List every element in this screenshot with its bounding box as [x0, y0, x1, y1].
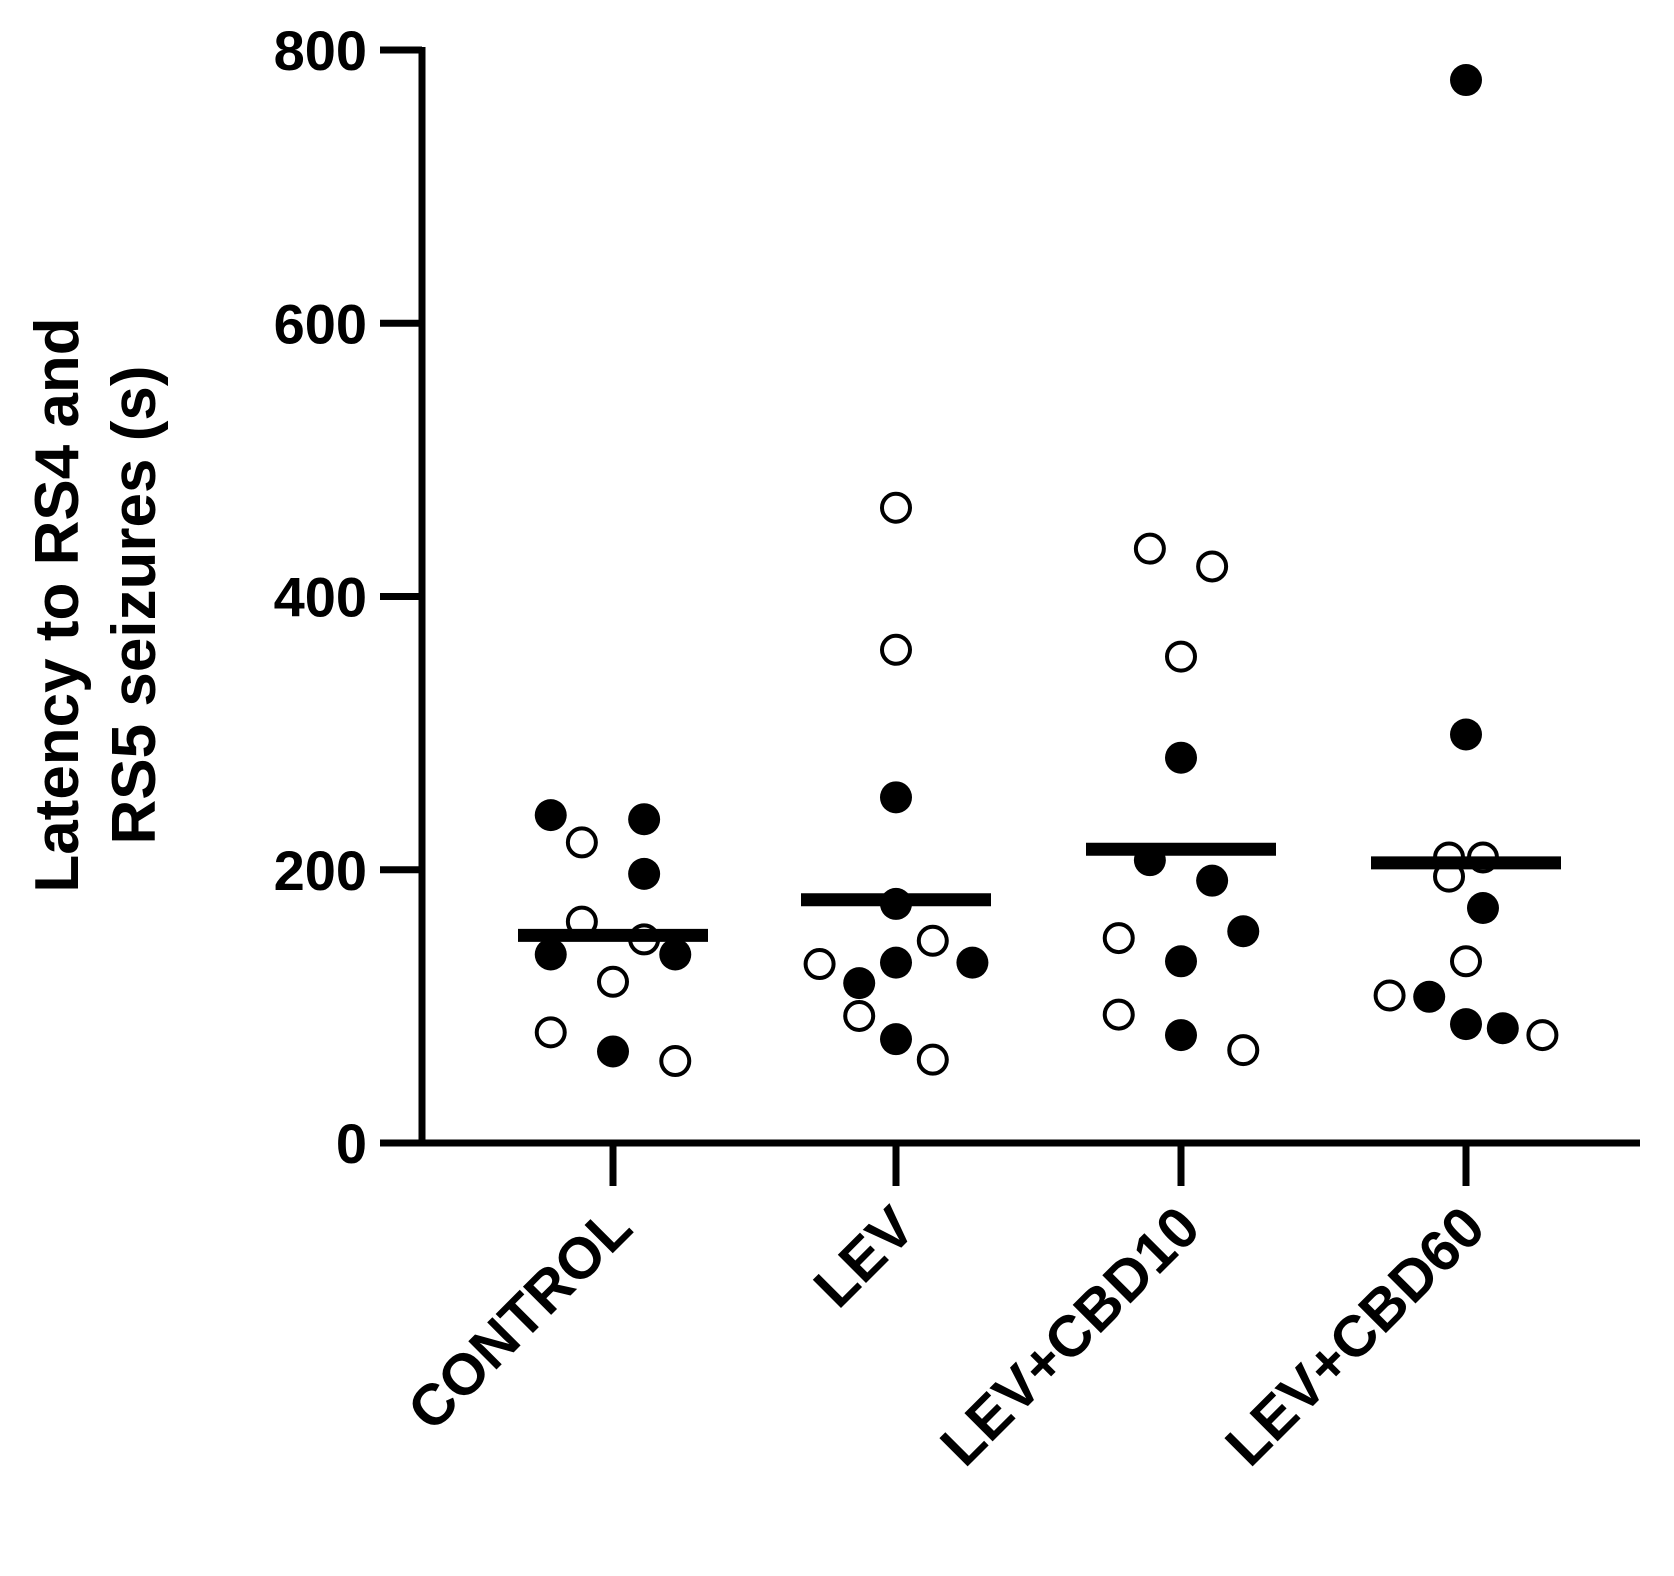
data-point-filled [1450, 1008, 1482, 1041]
y-axis-title-line2: RS5 seizures (s) [100, 366, 169, 845]
data-point-filled [659, 938, 692, 971]
y-tick-label: 800 [274, 19, 367, 82]
data-point-filled [1450, 64, 1482, 97]
data-point-open [880, 491, 912, 524]
x-category-label: LEV+CBD60 [1213, 1194, 1497, 1478]
data-point-filled [628, 803, 661, 836]
data-point-filled [880, 781, 912, 814]
data-point-open [1102, 922, 1135, 955]
data-point-filled [1227, 915, 1260, 948]
data-point-open [1373, 979, 1406, 1012]
y-tick-label: 0 [336, 1112, 367, 1175]
data-point-open [1227, 1034, 1260, 1067]
data-point-filled [880, 946, 912, 979]
data-point-filled [1165, 1019, 1197, 1052]
data-point-open [916, 924, 949, 957]
data-point-filled [1466, 892, 1499, 925]
y-axis-title-line1: Latency to RS4 and [23, 317, 92, 892]
data-point-open [1526, 1019, 1559, 1052]
data-point-open [1450, 945, 1482, 978]
data-point-open [803, 948, 836, 981]
data-point-filled [534, 799, 567, 832]
data-point-open [1196, 550, 1229, 583]
y-tick-label: 200 [274, 839, 367, 902]
data-point-filled [1413, 980, 1446, 1013]
data-point-filled [1486, 1012, 1519, 1045]
y-tick-label: 600 [274, 292, 367, 355]
x-category-label: LEV [801, 1194, 927, 1320]
data-point-filled [534, 938, 567, 971]
data-points [534, 64, 1559, 1078]
data-point-filled [1165, 945, 1197, 978]
median-bars [518, 842, 1561, 942]
data-point-filled [1165, 741, 1197, 774]
y-ticks: 0 200 400 600 800 [274, 19, 422, 1175]
data-point-filled [843, 967, 876, 1000]
data-point-open [1102, 998, 1135, 1031]
data-point-filled [628, 857, 661, 890]
x-category-label: LEV+CBD10 [928, 1194, 1212, 1478]
data-point-open [565, 826, 598, 859]
data-point-open [916, 1043, 949, 1076]
data-point-open [880, 633, 912, 666]
data-point-filled [880, 1023, 912, 1056]
y-tick-label: 400 [274, 566, 367, 629]
data-point-open [843, 999, 876, 1032]
data-point-filled [1450, 718, 1482, 751]
data-point-open [534, 1016, 567, 1049]
data-point-filled [1196, 864, 1229, 897]
data-point-open [1133, 532, 1166, 565]
data-point-open [597, 965, 629, 998]
x-ticks: CONTROL LEV LEV+CBD10 LEV+CBD60 [395, 1143, 1497, 1478]
data-point-filled [956, 946, 989, 979]
data-point-open [659, 1045, 692, 1078]
data-point-open [1165, 640, 1197, 673]
x-category-label: CONTROL [395, 1194, 644, 1443]
data-point-filled [597, 1035, 629, 1068]
